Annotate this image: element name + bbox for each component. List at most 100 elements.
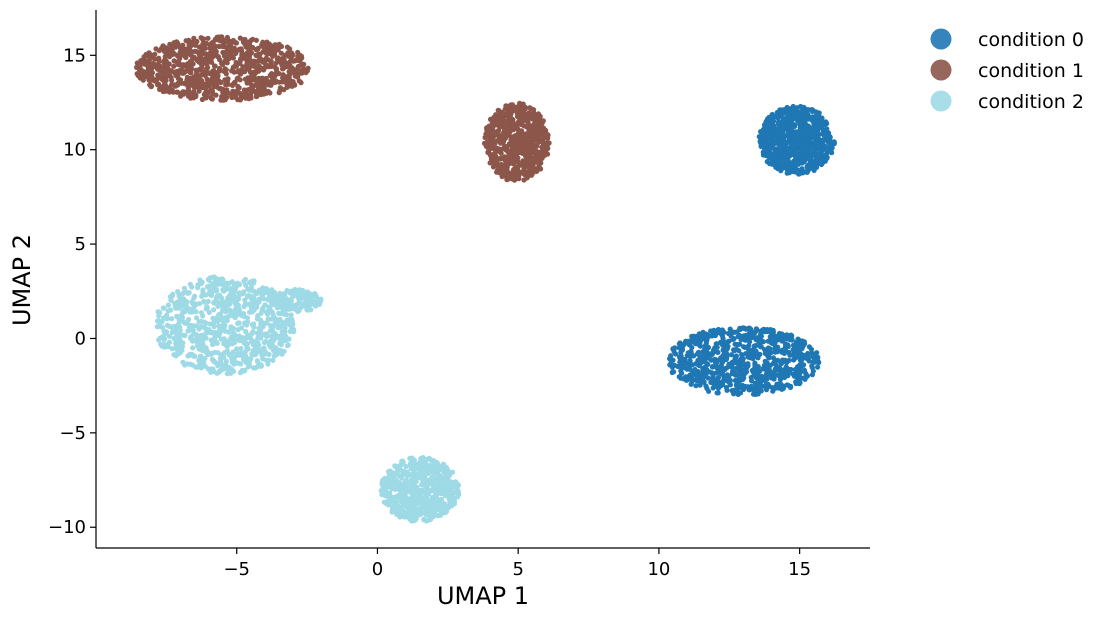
- scatter-point: [704, 360, 710, 367]
- scatter-point: [303, 70, 309, 76]
- scatter-point: [432, 508, 438, 514]
- scatter-point: [521, 171, 528, 177]
- scatter-point: [502, 154, 508, 161]
- scatter-point: [246, 363, 252, 369]
- scatter-point: [772, 373, 778, 379]
- scatter-point: [799, 144, 805, 150]
- scatter-point: [765, 338, 771, 344]
- scatter-point: [525, 118, 531, 124]
- scatter-point: [412, 487, 419, 494]
- scatter-point: [258, 290, 265, 296]
- scatter-point: [668, 359, 674, 365]
- scatter-point: [280, 66, 286, 72]
- scatter-point: [252, 289, 258, 295]
- scatter-point: [213, 92, 219, 98]
- scatter-point: [506, 126, 512, 132]
- scatter-point: [436, 467, 442, 473]
- scatter-point: [315, 298, 321, 304]
- scatter-point: [211, 307, 217, 313]
- scatter-point: [196, 88, 202, 94]
- scatter-point: [516, 163, 522, 169]
- scatter-point: [284, 44, 290, 50]
- scatter-point: [230, 292, 236, 298]
- scatter-point: [758, 136, 764, 142]
- scatter-point: [710, 385, 716, 391]
- x-tick-label: 15: [788, 559, 811, 580]
- scatter-point: [262, 41, 268, 48]
- scatter-point: [788, 141, 794, 148]
- scatter-point: [236, 352, 243, 358]
- scatter-point: [380, 481, 386, 487]
- scatter-point: [703, 340, 709, 346]
- scatter-point: [182, 332, 188, 339]
- scatter-point: [270, 43, 276, 49]
- scatter-point: [708, 357, 714, 363]
- scatter-point: [396, 504, 402, 510]
- scatter-point: [258, 363, 264, 369]
- scatter-point: [487, 133, 493, 140]
- scatter-point: [775, 138, 782, 144]
- scatter-point: [789, 337, 795, 343]
- scatter-point: [497, 170, 503, 176]
- scatter-point: [403, 479, 409, 485]
- scatter-point: [511, 135, 517, 141]
- scatter-point: [736, 333, 742, 339]
- scatter-point: [171, 82, 178, 88]
- scatter-point: [823, 127, 830, 134]
- scatter-point: [175, 289, 181, 295]
- scatter-point: [764, 362, 770, 368]
- scatter-point: [290, 79, 296, 85]
- scatter-point: [255, 340, 261, 346]
- scatter-point: [233, 63, 239, 69]
- scatter-point: [495, 122, 501, 128]
- scatter-point: [209, 59, 215, 65]
- scatter-point: [443, 465, 450, 471]
- scatter-point: [159, 76, 165, 82]
- scatter-point: [160, 305, 166, 311]
- scatter-point: [734, 366, 741, 372]
- scatter-point: [235, 302, 242, 308]
- scatter-point: [697, 381, 703, 387]
- scatter-point: [695, 341, 701, 347]
- scatter-point: [167, 41, 173, 47]
- scatter-point: [767, 129, 773, 135]
- scatter-point: [225, 90, 231, 96]
- scatter-point: [220, 49, 226, 56]
- scatter-point: [816, 123, 822, 129]
- scatter-point: [784, 145, 790, 151]
- scatter-point: [765, 116, 771, 122]
- scatter-point: [221, 324, 227, 330]
- scatter-point: [762, 350, 768, 356]
- scatter-point: [781, 152, 788, 159]
- scatter-point: [745, 325, 752, 331]
- scatter-point: [185, 82, 191, 89]
- scatter-point: [258, 327, 264, 333]
- scatter-point: [259, 75, 266, 81]
- scatter-point: [814, 129, 820, 135]
- scatter-point: [166, 61, 172, 67]
- x-axis-label: UMAP 1: [437, 582, 529, 610]
- scatter-point: [525, 149, 531, 155]
- scatter-point: [241, 368, 248, 374]
- scatter-point: [501, 171, 507, 177]
- scatter-point: [536, 155, 543, 161]
- scatter-point: [433, 512, 440, 518]
- scatter-point: [203, 345, 209, 351]
- scatter-point: [205, 35, 211, 41]
- scatter-point: [504, 113, 510, 119]
- scatter-point: [253, 90, 259, 96]
- scatter-point: [828, 148, 834, 154]
- scatter-point: [257, 334, 263, 340]
- scatter-point: [396, 463, 402, 469]
- scatter-point: [771, 141, 777, 147]
- scatter-point: [199, 293, 205, 299]
- scatter-point: [774, 381, 780, 387]
- scatter-point: [482, 134, 488, 141]
- scatter-point: [252, 352, 258, 358]
- scatter-point: [196, 326, 202, 332]
- scatter-point: [294, 306, 300, 313]
- scatter-point: [815, 364, 821, 370]
- scatter-point: [213, 288, 220, 294]
- scatter-point: [514, 155, 520, 161]
- scatter-point: [530, 150, 536, 156]
